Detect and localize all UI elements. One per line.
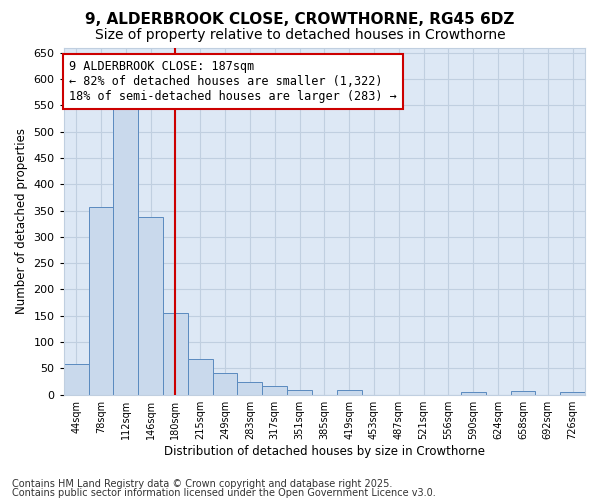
Bar [89,208,113,394]
Bar [337,390,362,394]
Bar [188,359,212,394]
Text: 9 ALDERBROOK CLOSE: 187sqm
← 82% of detached houses are smaller (1,322)
18% of s: 9 ALDERBROOK CLOSE: 187sqm ← 82% of deta… [69,60,397,102]
Text: Size of property relative to detached houses in Crowthorne: Size of property relative to detached ho… [95,28,505,42]
Text: Contains HM Land Registry data © Crown copyright and database right 2025.: Contains HM Land Registry data © Crown c… [12,479,392,489]
Bar [212,372,238,394]
Bar [238,382,262,394]
Bar [163,313,188,394]
Bar [511,391,535,394]
Bar [262,386,287,394]
Text: Contains public sector information licensed under the Open Government Licence v3: Contains public sector information licen… [12,488,436,498]
Bar [287,390,312,394]
Bar [461,392,486,394]
Text: 9, ALDERBROOK CLOSE, CROWTHORNE, RG45 6DZ: 9, ALDERBROOK CLOSE, CROWTHORNE, RG45 6D… [85,12,515,28]
Bar [64,364,89,394]
Y-axis label: Number of detached properties: Number of detached properties [15,128,28,314]
Bar [113,109,138,395]
X-axis label: Distribution of detached houses by size in Crowthorne: Distribution of detached houses by size … [164,444,485,458]
Bar [138,217,163,394]
Bar [560,392,585,394]
